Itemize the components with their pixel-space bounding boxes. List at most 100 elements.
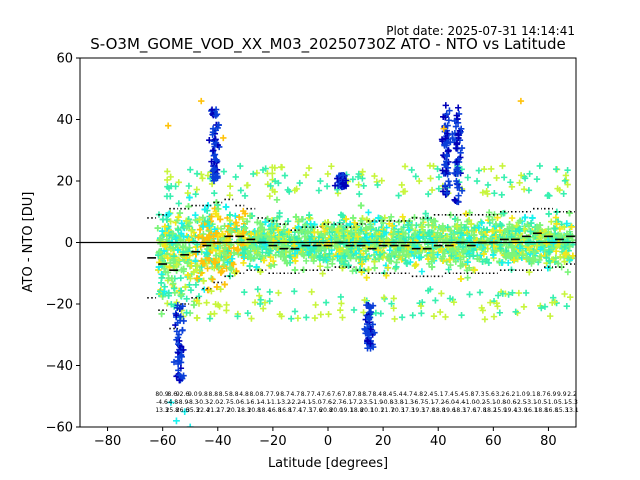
scatter-point bbox=[447, 261, 454, 269]
scatter-point bbox=[173, 417, 180, 425]
bin-stat-label: 8.8 bbox=[208, 391, 218, 398]
scatter-point bbox=[338, 300, 345, 307]
x-tick-label: −40 bbox=[204, 434, 231, 449]
scatter-point bbox=[563, 302, 570, 310]
scatter-point bbox=[241, 210, 249, 217]
scatter-point bbox=[486, 219, 494, 227]
scatter-point bbox=[164, 122, 172, 129]
scatter-point bbox=[395, 192, 402, 199]
scatter-point bbox=[328, 163, 335, 170]
scatter-point bbox=[516, 179, 523, 187]
scatter-point bbox=[193, 170, 201, 177]
scatter-point bbox=[387, 213, 395, 221]
scatter-point bbox=[337, 306, 344, 314]
scatter-point bbox=[445, 117, 453, 124]
scatter-point bbox=[371, 264, 378, 272]
x-tick-label: −60 bbox=[149, 434, 176, 449]
scatter-point bbox=[311, 314, 319, 322]
scatter-point bbox=[444, 223, 451, 231]
scatter-point bbox=[493, 174, 500, 182]
scatter-point bbox=[411, 262, 419, 270]
scatter-point bbox=[324, 264, 331, 271]
scatter-point bbox=[254, 286, 261, 293]
scatter-point bbox=[491, 211, 498, 218]
scatter-point bbox=[158, 310, 165, 318]
scatter-point bbox=[517, 97, 525, 105]
scatter-point bbox=[418, 310, 425, 317]
scatter-point bbox=[339, 314, 346, 321]
x-axis: −80 −60 −40 −20 0 20 40 60 80 bbox=[94, 427, 557, 449]
scatter-point bbox=[315, 187, 323, 194]
scatter-point bbox=[269, 170, 276, 177]
scatter-point bbox=[246, 262, 253, 270]
y-tick-label: 0 bbox=[65, 236, 73, 251]
scatter-point bbox=[378, 177, 385, 184]
scatter-point bbox=[175, 179, 182, 186]
scatter-point bbox=[525, 187, 533, 194]
x-tick-label: −80 bbox=[94, 434, 121, 449]
x-tick-label: 60 bbox=[485, 434, 502, 449]
scatter-point bbox=[192, 281, 200, 289]
scatter-point bbox=[337, 293, 345, 301]
bin-stat-label: 7.9 bbox=[270, 391, 280, 398]
scatter-point bbox=[457, 275, 465, 283]
scatter-point bbox=[436, 308, 444, 316]
scatter-point bbox=[350, 306, 358, 314]
y-tick-label: 60 bbox=[56, 52, 73, 67]
scatter-point bbox=[473, 177, 481, 185]
scatter-point bbox=[271, 261, 278, 268]
scatter-point bbox=[466, 291, 473, 298]
scatter-point bbox=[164, 300, 171, 307]
scatter-point bbox=[303, 314, 310, 321]
scatter-point bbox=[241, 288, 248, 296]
scatter-point bbox=[273, 196, 281, 203]
scatter-point bbox=[476, 289, 484, 296]
scatter-point bbox=[248, 315, 255, 322]
scatter-point bbox=[203, 299, 210, 306]
scatter-point bbox=[164, 168, 171, 175]
scatter-point bbox=[167, 193, 174, 200]
scatter-point bbox=[158, 274, 165, 282]
scatter-point bbox=[222, 203, 230, 211]
scatter-point bbox=[209, 276, 216, 283]
scatter-point bbox=[489, 216, 496, 223]
scatter-point bbox=[520, 186, 528, 193]
scatter-point bbox=[428, 186, 436, 194]
scatter-point bbox=[187, 275, 194, 282]
scatter-point bbox=[438, 290, 445, 297]
scatter-point bbox=[270, 257, 277, 265]
scatter-point bbox=[483, 256, 490, 263]
bin-stat-labels: 80.9-4.613.38.6-4.825.892.6-8.926.69.0-8… bbox=[155, 391, 579, 414]
scatter-point bbox=[426, 162, 434, 169]
scatter-point bbox=[401, 163, 409, 170]
scatter-point bbox=[520, 303, 528, 310]
x-tick-label: 0 bbox=[324, 434, 332, 449]
scatter-point bbox=[192, 190, 199, 198]
scatter-point bbox=[496, 309, 504, 316]
scatter-point bbox=[175, 213, 182, 221]
scatter-point bbox=[505, 259, 512, 266]
scatter-point bbox=[391, 315, 398, 323]
scatter-point bbox=[546, 312, 554, 320]
scatter-point bbox=[250, 170, 257, 178]
scatter-point bbox=[179, 327, 186, 334]
scatter-point bbox=[567, 293, 574, 301]
scatter-point bbox=[560, 190, 567, 197]
scatter-point bbox=[553, 208, 560, 216]
scatter-point bbox=[223, 307, 230, 314]
bin-stat-label: 8.0 bbox=[249, 391, 259, 398]
scatter-point bbox=[479, 189, 487, 196]
bin-stat-label: 8.5 bbox=[219, 391, 229, 398]
scatter-point bbox=[458, 221, 465, 229]
bin-stat-label: 8.7 bbox=[260, 391, 270, 398]
scatter-point bbox=[355, 181, 362, 188]
scatter-point bbox=[253, 169, 261, 177]
scatter-point bbox=[226, 192, 234, 199]
scatter-point bbox=[458, 311, 465, 319]
scatter-point bbox=[315, 233, 323, 241]
scatter-point bbox=[221, 281, 228, 288]
scatter-point bbox=[204, 202, 212, 209]
scatter-point bbox=[418, 268, 426, 275]
x-tick-label: −20 bbox=[259, 434, 286, 449]
